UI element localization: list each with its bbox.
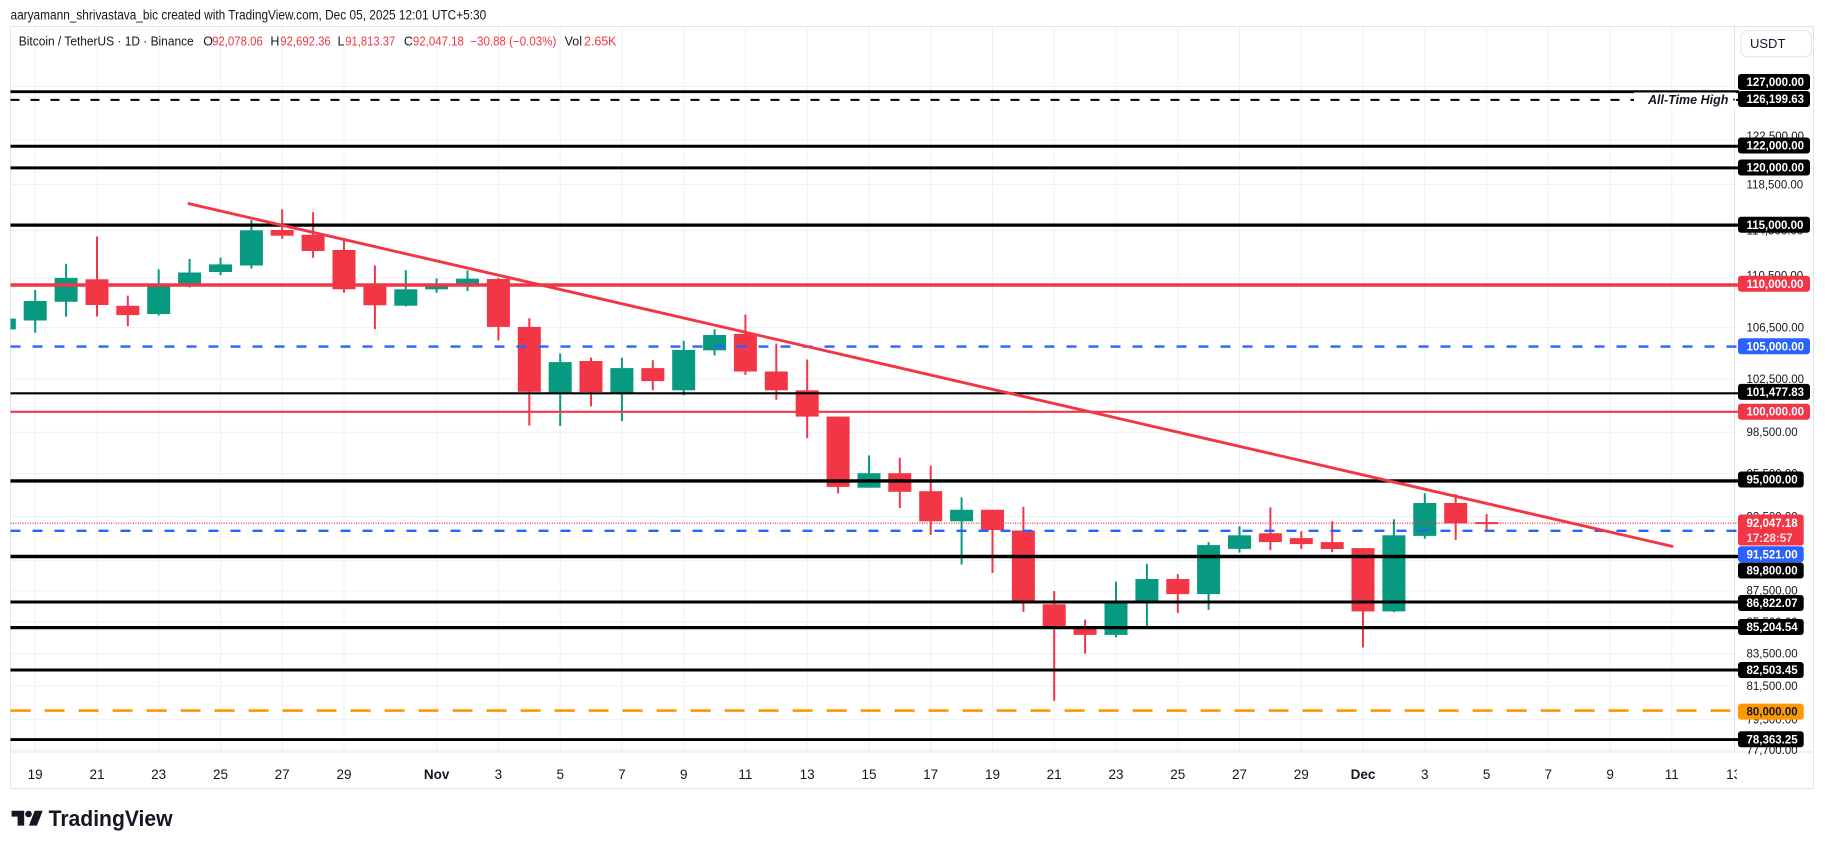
svg-text:126,199.63: 126,199.63	[1747, 94, 1805, 106]
svg-text:106,500.00: 106,500.00	[1747, 323, 1805, 335]
svg-text:K: K	[608, 35, 617, 49]
svg-text:91,521.00: 91,521.00	[1747, 549, 1798, 561]
svg-text:91,813.37: 91,813.37	[345, 35, 395, 49]
svg-text:2.65: 2.65	[584, 35, 608, 49]
svg-text:Nov: Nov	[424, 767, 450, 782]
svg-text:H: H	[270, 35, 279, 49]
svg-text:102,500.00: 102,500.00	[1747, 374, 1805, 386]
svg-text:USDT: USDT	[1750, 36, 1785, 51]
svg-text:7: 7	[618, 767, 626, 782]
svg-text:83,500.00: 83,500.00	[1747, 649, 1798, 661]
svg-text:O: O	[203, 35, 213, 49]
svg-text:110,000.00: 110,000.00	[1747, 279, 1804, 291]
svg-text:23: 23	[151, 767, 166, 782]
svg-text:89,800.00: 89,800.00	[1747, 566, 1798, 578]
svg-text:78,363.25: 78,363.25	[1747, 734, 1799, 746]
svg-text:87,500.00: 87,500.00	[1747, 586, 1798, 598]
svg-text:29: 29	[336, 767, 351, 782]
svg-text:17: 17	[923, 767, 938, 782]
svg-text:85,204.54: 85,204.54	[1747, 622, 1799, 634]
svg-text:11: 11	[1665, 767, 1679, 782]
svg-text:127,000.00: 127,000.00	[1747, 77, 1805, 89]
svg-text:aaryamann_shrivastava_bic crea: aaryamann_shrivastava_bic created with T…	[11, 8, 487, 23]
svg-text:92,078.06: 92,078.06	[212, 35, 263, 49]
svg-text:81,500.00: 81,500.00	[1747, 681, 1798, 693]
svg-text:82,503.45: 82,503.45	[1747, 665, 1799, 677]
svg-text:19: 19	[28, 767, 43, 782]
svg-text:19: 19	[985, 767, 1000, 782]
svg-text:TradingView: TradingView	[49, 806, 173, 831]
svg-text:23: 23	[1108, 767, 1123, 782]
svg-text:−30.88 (−0.03%): −30.88 (−0.03%)	[470, 35, 556, 49]
svg-text:115,000.00: 115,000.00	[1747, 220, 1804, 232]
svg-text:25: 25	[1170, 767, 1185, 782]
svg-text:101,477.83: 101,477.83	[1747, 387, 1805, 399]
svg-text:95,000.00: 95,000.00	[1747, 475, 1798, 487]
svg-text:3: 3	[495, 767, 503, 782]
svg-text:77,700.00: 77,700.00	[1747, 745, 1798, 757]
svg-text:5: 5	[556, 767, 564, 782]
svg-text:92,047.18: 92,047.18	[413, 35, 464, 49]
svg-text:92,692.36: 92,692.36	[280, 35, 330, 49]
svg-text:120,000.00: 120,000.00	[1747, 163, 1805, 175]
svg-text:9: 9	[680, 767, 688, 782]
svg-text:5: 5	[1483, 767, 1491, 782]
svg-text:C: C	[404, 35, 413, 49]
svg-text:17:28:57: 17:28:57	[1747, 533, 1793, 545]
svg-text:27: 27	[275, 767, 290, 782]
svg-text:80,000.00: 80,000.00	[1747, 707, 1798, 719]
svg-text:27: 27	[1232, 767, 1247, 782]
svg-text:15: 15	[861, 767, 876, 782]
svg-text:3: 3	[1421, 767, 1429, 782]
svg-text:92,047.18: 92,047.18	[1747, 518, 1799, 530]
svg-text:29: 29	[1294, 767, 1309, 782]
svg-text:21: 21	[1047, 767, 1062, 782]
svg-text:105,000.00: 105,000.00	[1747, 341, 1805, 353]
svg-text:Vol: Vol	[565, 35, 582, 49]
svg-text:All-Time High ·: All-Time High ·	[1647, 93, 1736, 107]
svg-text:118,500.00: 118,500.00	[1747, 180, 1804, 192]
svg-text:9: 9	[1606, 767, 1614, 782]
svg-text:7: 7	[1545, 767, 1553, 782]
svg-text:98,500.00: 98,500.00	[1747, 427, 1798, 439]
svg-text:Dec: Dec	[1351, 767, 1376, 782]
svg-text:100,000.00: 100,000.00	[1747, 407, 1805, 419]
svg-text:13: 13	[800, 767, 815, 782]
svg-text:13: 13	[1726, 767, 1741, 782]
svg-text:11: 11	[738, 767, 752, 782]
svg-text:122,000.00: 122,000.00	[1747, 141, 1805, 153]
svg-text:86,822.07: 86,822.07	[1747, 598, 1798, 610]
svg-text:L: L	[338, 35, 345, 49]
svg-text:21: 21	[89, 767, 104, 782]
svg-text:Bitcoin / TetherUS · 1D · Bina: Bitcoin / TetherUS · 1D · Binance	[19, 35, 194, 49]
svg-text:25: 25	[213, 767, 228, 782]
